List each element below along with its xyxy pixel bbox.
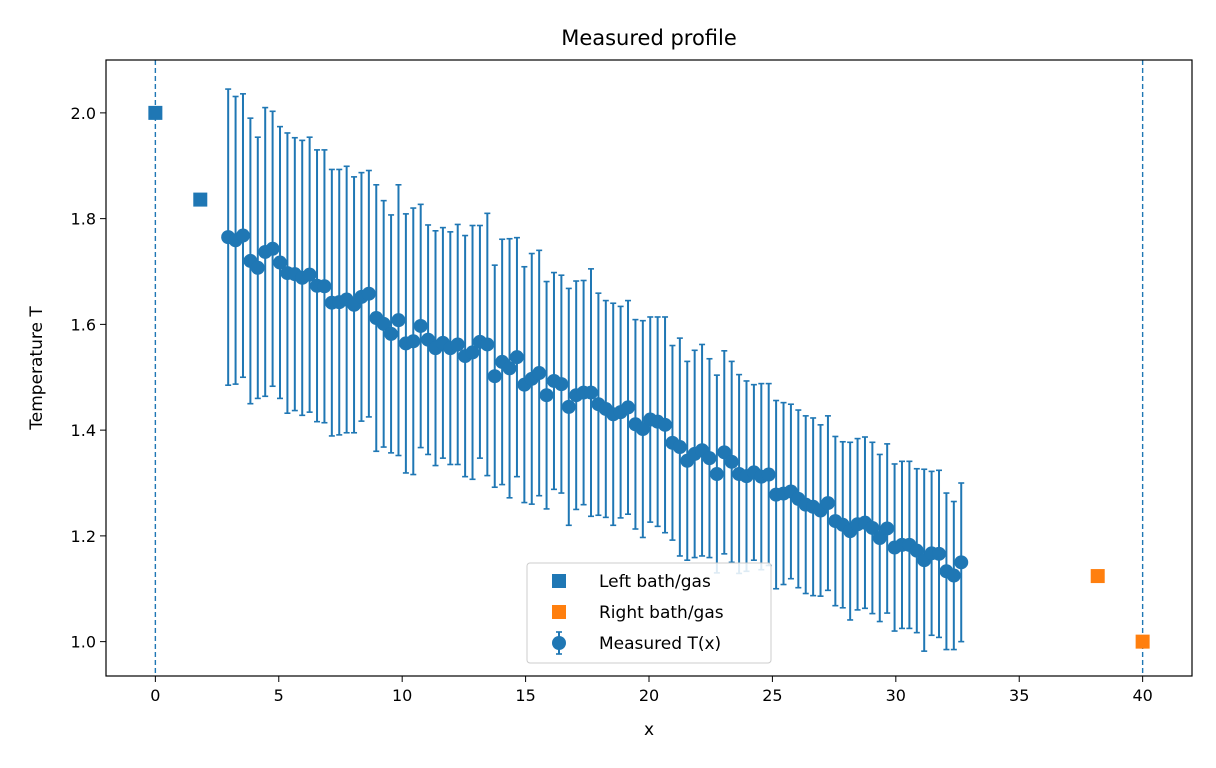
x-tick-label: 5: [274, 686, 284, 705]
data-point: [702, 451, 717, 466]
data-point: [509, 350, 524, 365]
data-point: [450, 337, 465, 352]
data-point: [932, 546, 947, 561]
data-point: [717, 445, 732, 460]
axes: 0 5 10 15 20 25 30 35 40 1.0 1.2 1.4 1.6 1.8 2.0: [71, 104, 1153, 705]
data-point: [761, 467, 776, 482]
legend-marker: [552, 636, 566, 650]
legend-label: Right bath/gas: [599, 603, 724, 623]
data-point: [880, 521, 895, 536]
data-point: [724, 454, 739, 469]
data-point: [384, 326, 399, 341]
y-axis-title: Temperature T: [27, 306, 47, 431]
data-point: [465, 345, 480, 360]
y-tick-label: 1.2: [71, 527, 96, 546]
data-point: [502, 361, 517, 376]
data-point: [820, 496, 835, 511]
data-point: [413, 318, 428, 333]
data-point: [658, 417, 673, 432]
data-point: [406, 334, 421, 349]
data-point: [235, 228, 250, 243]
data-point: [635, 422, 650, 437]
data-point: [302, 267, 317, 282]
data-point: [561, 399, 576, 414]
data-point: [487, 369, 502, 384]
data-point: [273, 255, 288, 270]
data-point: [361, 286, 376, 301]
chart-title: Measured profile: [561, 26, 737, 50]
x-tick-label: 40: [1132, 686, 1152, 705]
legend: Left bath/gas Right bath/gas Measured T(x): [526, 562, 772, 664]
data-point: [872, 530, 887, 545]
x-tick-label: 30: [886, 686, 906, 705]
data-point: [480, 337, 495, 352]
legend-marker: [552, 605, 566, 619]
y-tick-label: 1.4: [71, 421, 96, 440]
data-point: [250, 260, 265, 275]
x-tick-label: 35: [1009, 686, 1029, 705]
y-tick-label: 1.0: [71, 633, 96, 652]
data-point: [376, 316, 391, 331]
legend-box: [526, 562, 772, 664]
data-point: [539, 388, 554, 403]
y-tick-label: 1.8: [71, 210, 96, 229]
square-marker: [148, 105, 163, 120]
data-point: [672, 440, 687, 455]
x-tick-label: 0: [150, 686, 160, 705]
x-tick-label: 20: [639, 686, 659, 705]
data-point: [583, 385, 598, 400]
y-tick-label: 1.6: [71, 315, 96, 334]
data-point: [621, 400, 636, 415]
square-marker: [1135, 634, 1150, 649]
data-point: [317, 279, 332, 294]
legend-items: Left bath/gas Right bath/gas Measured T(x): [552, 572, 724, 655]
x-tick-label: 15: [515, 686, 535, 705]
data-point: [709, 467, 724, 482]
data-point: [909, 543, 924, 558]
square-marker: [193, 192, 208, 207]
x-axis-title: x: [644, 720, 654, 740]
square-marker: [1090, 569, 1105, 584]
x-tick-label: 10: [392, 686, 412, 705]
data-point: [954, 555, 969, 570]
data-point: [391, 313, 406, 328]
data-point: [865, 520, 880, 535]
legend-label: Measured T(x): [599, 634, 721, 654]
plot-area: [148, 60, 1150, 676]
data-point: [265, 241, 280, 256]
x-tick-label: 25: [762, 686, 782, 705]
data-point: [532, 366, 547, 381]
data-point: [554, 377, 569, 392]
y-tick-label: 2.0: [71, 104, 96, 123]
legend-marker: [552, 574, 566, 588]
data-point: [946, 568, 961, 583]
legend-label: Left bath/gas: [599, 572, 711, 592]
